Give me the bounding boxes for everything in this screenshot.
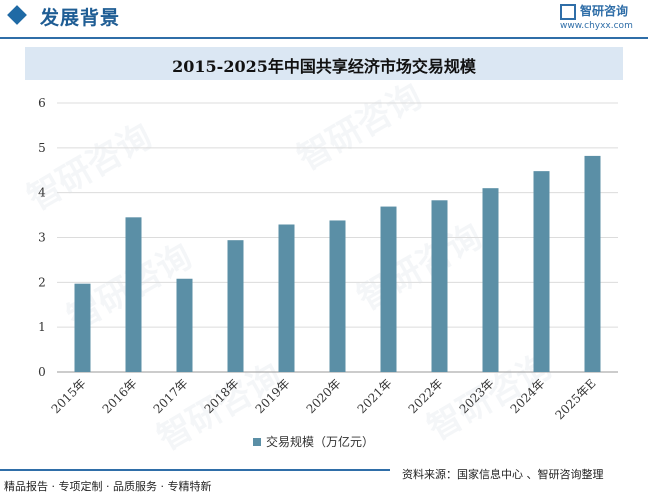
- page-header: 发展背景 智研咨询 www.chyxx.com: [0, 0, 648, 38]
- legend-swatch: [253, 438, 261, 446]
- x-tick-label: 2019年: [253, 376, 293, 416]
- bar: [482, 188, 499, 372]
- chart-title: 2015-2025年中国共享经济市场交易规模: [172, 57, 476, 76]
- y-tick-label: 4: [38, 186, 46, 200]
- logo-url: www.chyxx.com: [560, 21, 633, 31]
- bar: [227, 240, 244, 372]
- x-tick-label: 2025年E: [552, 376, 598, 422]
- section-title: 发展背景: [40, 7, 121, 29]
- header-divider: [0, 37, 648, 39]
- bar: [74, 283, 91, 372]
- y-tick-label: 3: [38, 231, 46, 245]
- x-tick-label: 2022年: [406, 376, 446, 416]
- bar: [584, 155, 601, 372]
- x-tick-label: 2018年: [202, 376, 242, 416]
- x-tick-label: 2016年: [100, 376, 140, 416]
- y-tick-label: 2: [38, 275, 46, 289]
- x-tick-label: 2015年: [49, 376, 89, 416]
- logo-text: 智研咨询: [580, 4, 629, 18]
- y-tick-label: 0: [38, 365, 46, 379]
- x-tick-label: 2020年: [304, 376, 344, 416]
- y-tick-label: 1: [38, 320, 46, 334]
- data-source: 资料来源：国家信息中心 、智研咨询整理: [402, 468, 604, 481]
- x-tick-label: 2023年: [457, 376, 497, 416]
- logo-icon: [560, 4, 576, 20]
- chart-title-band: [25, 47, 623, 80]
- bar: [125, 217, 142, 372]
- bar: [329, 220, 346, 372]
- bar: [380, 206, 397, 372]
- y-tick-label: 6: [38, 96, 46, 110]
- x-tick-label: 2024年: [508, 376, 548, 416]
- bar: [533, 171, 550, 372]
- footer-divider: [0, 469, 390, 471]
- footer-tagline: 精品报告 · 专项定制 · 品质服务 · 专精特新: [4, 480, 212, 493]
- y-tick-label: 5: [38, 141, 46, 155]
- bar: [278, 224, 295, 372]
- bar: [176, 278, 193, 372]
- x-tick-label: 2021年: [355, 376, 395, 416]
- bar: [431, 200, 448, 372]
- x-tick-label: 2017年: [151, 376, 191, 416]
- legend-label: 交易规模（万亿元）: [266, 434, 374, 449]
